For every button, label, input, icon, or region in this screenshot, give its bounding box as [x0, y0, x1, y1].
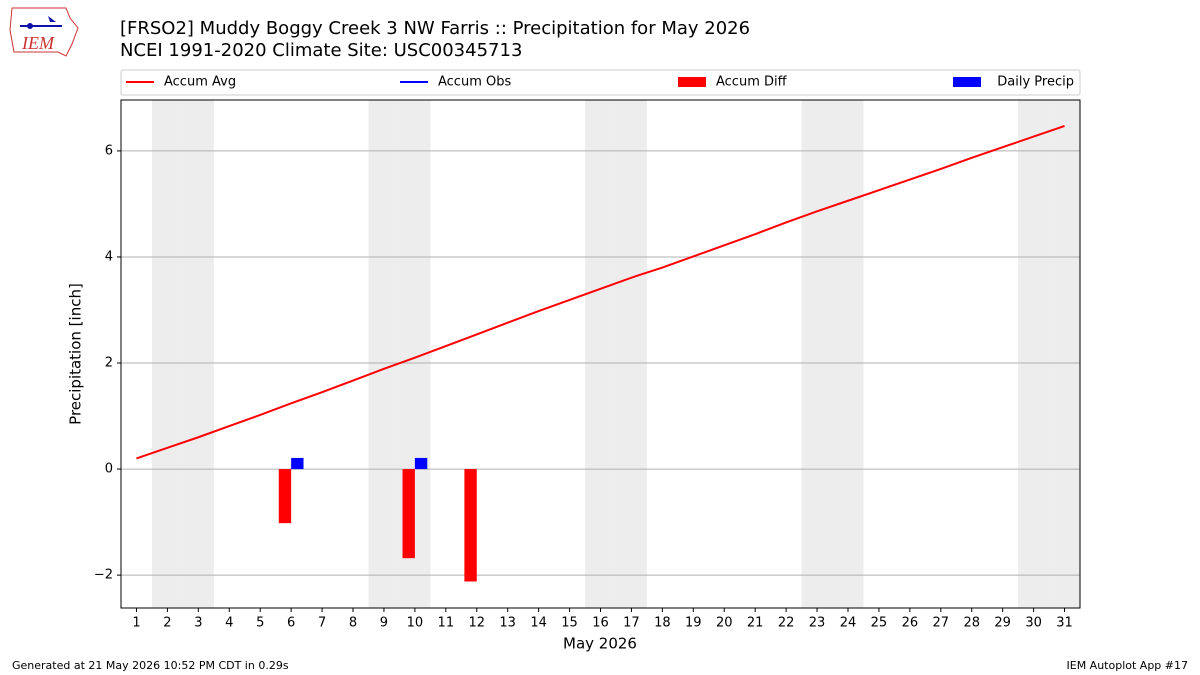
x-tick-label: 20 — [716, 616, 733, 631]
legend-label: Accum Diff — [716, 75, 788, 90]
footer-right: IEM Autoplot App #17 — [1067, 659, 1189, 672]
x-tick-label: 29 — [994, 616, 1011, 631]
bar — [464, 469, 477, 582]
x-tick-label: 27 — [933, 616, 950, 631]
x-tick-label: 31 — [1056, 616, 1073, 631]
y-tick-label: 2 — [105, 356, 113, 371]
x-tick-label: 24 — [840, 616, 857, 631]
x-tick-label: 9 — [380, 616, 388, 631]
x-tick-label: 7 — [318, 616, 326, 631]
logo-text: IEM — [21, 33, 55, 53]
x-tick-label: 17 — [623, 616, 640, 631]
logo: IEM — [9, 7, 79, 57]
legend-label: Daily Precip — [997, 75, 1074, 90]
x-tick-label: 2 — [163, 616, 171, 631]
y-axis-label: Precipitation [inch] — [67, 283, 85, 425]
weekend-band — [832, 100, 864, 608]
x-tick-label: 26 — [902, 616, 919, 631]
legend — [120, 69, 1081, 96]
x-tick-label: 3 — [194, 616, 202, 631]
x-tick-label: 18 — [654, 616, 671, 631]
x-tick-label: 4 — [225, 616, 233, 631]
weekend-band — [615, 100, 647, 608]
x-tick-label: 15 — [561, 616, 578, 631]
bar — [291, 457, 304, 470]
weekend-band — [182, 100, 214, 608]
x-tick-label: 22 — [778, 616, 795, 631]
plot-frame — [120, 99, 1081, 609]
x-tick-label: 14 — [530, 616, 547, 631]
legend-swatch — [678, 77, 706, 87]
chart-title: [FRSO2] Muddy Boggy Creek 3 NW Farris ::… — [120, 18, 750, 39]
y-tick-label: 4 — [105, 249, 113, 264]
line — [136, 125, 1065, 460]
bar — [414, 457, 428, 470]
chart-subtitle: NCEI 1991-2020 Climate Site: USC00345713 — [120, 40, 522, 61]
x-tick-label: 5 — [256, 616, 264, 631]
x-tick-label: 8 — [349, 616, 357, 631]
x-tick-label: 11 — [438, 616, 455, 631]
x-tick-label: 10 — [407, 616, 424, 631]
weekend-band — [585, 100, 616, 608]
legend-label: Accum Avg — [164, 75, 236, 90]
x-tick-label: 21 — [747, 616, 764, 631]
weekend-band — [801, 100, 833, 608]
x-tick-label: 30 — [1025, 616, 1042, 631]
weekend-band — [151, 100, 183, 608]
y-tick-label: −2 — [94, 568, 113, 583]
bar — [278, 469, 292, 524]
weekend-band — [1049, 100, 1080, 608]
y-tick-label: 0 — [105, 462, 113, 477]
x-tick-label: 16 — [592, 616, 609, 631]
footer-left: Generated at 21 May 2026 10:52 PM CDT in… — [12, 659, 289, 672]
weekend-band — [368, 100, 400, 608]
x-tick-label: 19 — [685, 616, 702, 631]
x-tick-label: 28 — [963, 616, 980, 631]
x-tick-label: 6 — [287, 616, 295, 631]
x-tick-label: 25 — [871, 616, 888, 631]
x-tick-label: 23 — [809, 616, 826, 631]
x-tick-label: 1 — [132, 616, 140, 631]
x-axis-label: May 2026 — [563, 635, 637, 653]
legend-label: Accum Obs — [438, 75, 511, 90]
y-tick-label: 6 — [105, 143, 113, 158]
weekend-band — [1018, 100, 1050, 608]
bar — [402, 469, 415, 559]
x-tick-label: 12 — [468, 616, 485, 631]
legend-swatch — [953, 77, 981, 87]
x-tick-label: 13 — [499, 616, 516, 631]
